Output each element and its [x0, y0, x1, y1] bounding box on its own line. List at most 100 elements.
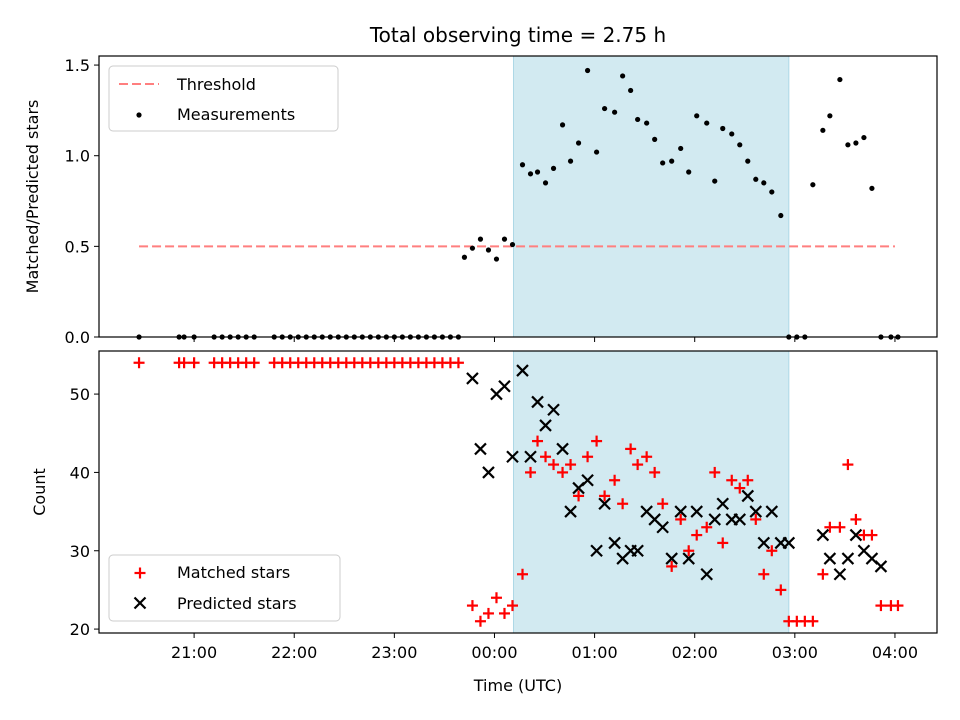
cross-b	[524, 450, 537, 464]
measurement-point	[628, 87, 634, 94]
matched-star-point	[734, 482, 746, 494]
measurement-point	[635, 116, 641, 123]
bottom-panel: 20 30 40 50 21:00 22:00 23:00 00:00 01:00 02:00 0…	[30, 350, 938, 695]
matched-star-point	[649, 466, 661, 478]
matched-star-point	[834, 521, 846, 533]
bottom-yticks: 20 30 40 50	[70, 385, 99, 639]
legend-threshold-label: Threshold	[176, 75, 256, 94]
cross-b	[640, 505, 653, 518]
measurement-point	[778, 212, 784, 219]
predicted-star-point	[590, 544, 603, 558]
measurement-point	[534, 169, 541, 175]
measurement-point	[827, 113, 833, 119]
predicted-star-point	[598, 497, 611, 511]
legend-measurements-swatch	[136, 112, 142, 118]
legend-plus-marker	[134, 567, 146, 579]
bottom-y-axis-label: Count	[30, 468, 49, 516]
predicted-star-point	[531, 395, 544, 409]
cross-b	[690, 505, 703, 518]
measurement-point	[729, 131, 735, 137]
matched-star-point	[775, 584, 787, 596]
matched-star-point	[875, 600, 887, 612]
predicted-star-point	[466, 372, 479, 385]
predicted-star-point	[539, 419, 552, 432]
measurement-point	[845, 142, 851, 148]
predicted-star-point	[498, 379, 511, 393]
bottom-xticks: 21:00 22:00 23:00 00:00 01:00 02:00 03:00 04:00	[171, 633, 918, 662]
measurement-point	[652, 136, 658, 142]
measurement-point	[669, 158, 675, 164]
cross-b	[833, 567, 847, 581]
measurement-point	[861, 134, 867, 141]
measurement-point	[660, 160, 666, 166]
predicted-star-point	[564, 505, 577, 518]
measurement-point	[620, 73, 626, 79]
matched-star-point	[666, 560, 678, 572]
cross-b	[716, 497, 730, 511]
cross-b	[700, 567, 714, 581]
cross-b	[498, 379, 511, 393]
measurement-point	[461, 254, 468, 260]
bottom-legend-box	[108, 554, 341, 622]
cross-b	[564, 505, 577, 518]
legend-matched-swatch	[134, 567, 146, 579]
measurement-point	[761, 180, 767, 186]
cross-b	[665, 552, 678, 565]
measurement-point	[712, 178, 718, 184]
matched-star-point	[766, 545, 778, 557]
predicted-star-point	[474, 442, 487, 456]
matched-star-point	[532, 435, 544, 447]
bottom-xtick-label: 21:00	[171, 643, 217, 662]
bottom-xtick-label: 00:00	[471, 643, 517, 662]
matched-star-point	[709, 466, 721, 478]
cross-b	[674, 505, 687, 518]
measurement-point	[853, 140, 859, 146]
predicted-star-point	[823, 552, 837, 565]
top-ytick-label: 1.5	[65, 56, 90, 75]
predicted-star-point	[482, 466, 495, 479]
cross-b	[865, 552, 879, 565]
cross-b	[656, 520, 669, 534]
cross-b	[765, 505, 779, 518]
predicted-star-point	[665, 552, 678, 565]
measurement-point	[837, 76, 843, 83]
predicted-star-point	[556, 442, 569, 456]
bottom-xtick-label: 02:00	[672, 643, 718, 662]
measurement-point	[477, 236, 484, 242]
cross-b	[849, 528, 863, 542]
cross-b	[782, 536, 796, 550]
bottom-ytick-label: 50	[70, 385, 90, 404]
matched-star-point	[758, 568, 770, 580]
measurement-point	[550, 165, 557, 171]
cross-b	[648, 513, 661, 526]
matched-star-point	[675, 513, 687, 525]
measurement-point	[527, 171, 534, 177]
legend-measurements-label: Measurements	[177, 105, 295, 124]
matched-star-point	[807, 615, 819, 627]
measurement-point	[720, 125, 726, 132]
top-panel: 0.0 0.5 1.0 1.5 Matched/Predicted stars Thr…	[23, 55, 938, 347]
matched-star-point	[482, 607, 494, 619]
matched-star-point	[892, 600, 904, 612]
top-ytick-label: 1.0	[65, 147, 90, 166]
predicted-star-point	[524, 450, 537, 464]
measurement-point	[567, 158, 574, 164]
predicted-star-point	[874, 560, 888, 573]
bottom-xtick-label: 04:00	[872, 643, 918, 662]
cross-b	[608, 536, 621, 550]
top-legend-box	[108, 65, 339, 132]
predicted-star-point	[516, 364, 529, 377]
measurement-point	[678, 145, 684, 152]
predicted-star-point	[849, 528, 863, 542]
bottom-xtick-label: 22:00	[271, 643, 317, 662]
measurement-point	[644, 120, 650, 126]
chart-title: Total observing time = 2.75 h	[369, 23, 666, 47]
predicted-star-point	[700, 567, 714, 581]
predicted-star-point	[608, 536, 621, 550]
cross-b	[816, 528, 830, 542]
legend-matched-label: Matched stars	[177, 563, 290, 582]
cross-b	[682, 552, 695, 565]
predicted-star-point	[741, 489, 755, 503]
predicted-star-point	[765, 505, 779, 518]
matched-star-point	[824, 521, 836, 533]
